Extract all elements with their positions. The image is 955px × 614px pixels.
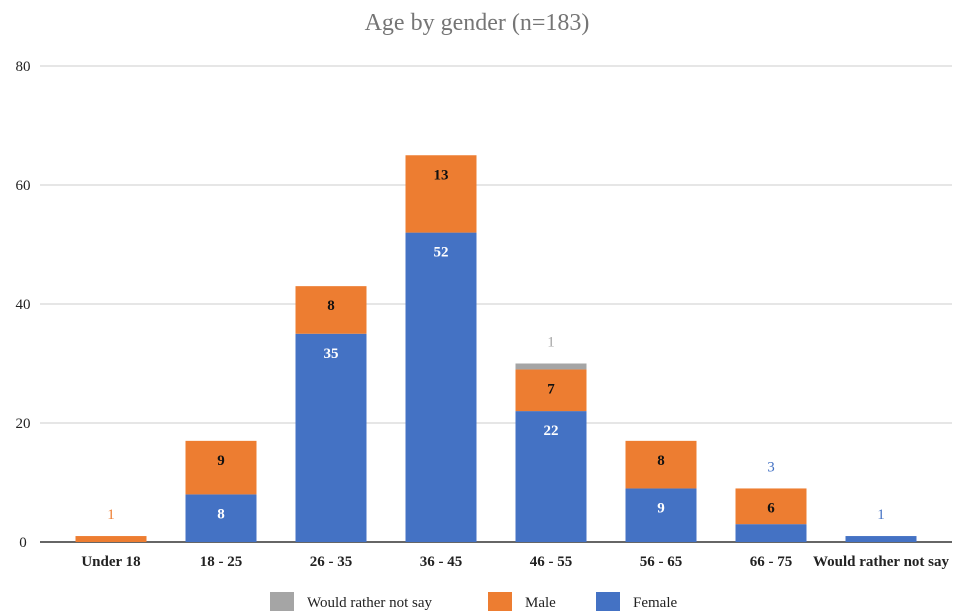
y-tick-label: 80	[16, 59, 31, 75]
bar-female	[625, 488, 697, 542]
legend: Would rather not say Male Female	[270, 592, 677, 611]
data-label: 22	[544, 423, 559, 439]
y-tick-label: 0	[19, 535, 27, 551]
data-label: 6	[767, 500, 775, 516]
data-label: 7	[547, 381, 555, 397]
x-tick-label: 26 - 35	[310, 554, 353, 570]
bar-male	[625, 440, 697, 489]
bar-male	[515, 369, 587, 412]
axes: 0 20 40 60 80 Under 18 18 - 25 26 - 35 36 - 45 46…	[16, 59, 950, 570]
bar-male	[735, 488, 807, 525]
legend-label: Male	[525, 595, 556, 611]
data-label: 13	[434, 167, 449, 183]
x-tick-label: 56 - 65	[640, 554, 683, 570]
legend-label: Would rather not say	[307, 595, 433, 611]
data-label: 8	[657, 453, 665, 469]
data-labels: 1 8 9 35 8 52 13 22 7 1 9 8 3 6 1	[107, 167, 885, 523]
data-label: 35	[324, 346, 339, 362]
chart-title: Age by gender (n=183)	[365, 10, 590, 36]
y-tick-label: 20	[16, 416, 31, 432]
data-label: 1	[107, 507, 115, 523]
bar-female	[845, 536, 917, 542]
bar-female	[185, 494, 257, 542]
data-label: 52	[434, 245, 449, 261]
bar-female	[405, 232, 477, 542]
x-tick-label: 46 - 55	[530, 554, 573, 570]
data-label: 1	[547, 335, 555, 351]
bar-male	[405, 155, 477, 233]
data-label: 9	[217, 453, 225, 469]
y-tick-label: 40	[16, 297, 31, 313]
x-tick-label: Would rather not say	[813, 554, 949, 570]
bar-male	[295, 286, 367, 334]
data-label: 8	[327, 298, 335, 314]
data-label: 8	[217, 506, 225, 522]
x-tick-label: 36 - 45	[420, 554, 463, 570]
x-tick-label: Under 18	[81, 554, 140, 570]
x-tick-label: 18 - 25	[200, 554, 243, 570]
data-label: 1	[877, 507, 885, 523]
bar-female	[295, 333, 367, 542]
y-tick-label: 60	[16, 178, 31, 194]
data-label: 9	[657, 500, 665, 516]
x-tick-label: 66 - 75	[750, 554, 793, 570]
legend-label: Female	[633, 595, 677, 611]
data-label: 3	[767, 459, 775, 475]
legend-swatch	[488, 592, 512, 611]
legend-swatch	[270, 592, 294, 611]
bar-male	[75, 536, 147, 542]
bar-male	[185, 440, 257, 495]
legend-swatch	[596, 592, 620, 611]
bar-female	[515, 411, 587, 542]
bar-female	[735, 524, 807, 542]
gridlines	[40, 65, 952, 543]
bars	[75, 155, 917, 542]
bar-would-rather-not-say	[515, 363, 587, 370]
